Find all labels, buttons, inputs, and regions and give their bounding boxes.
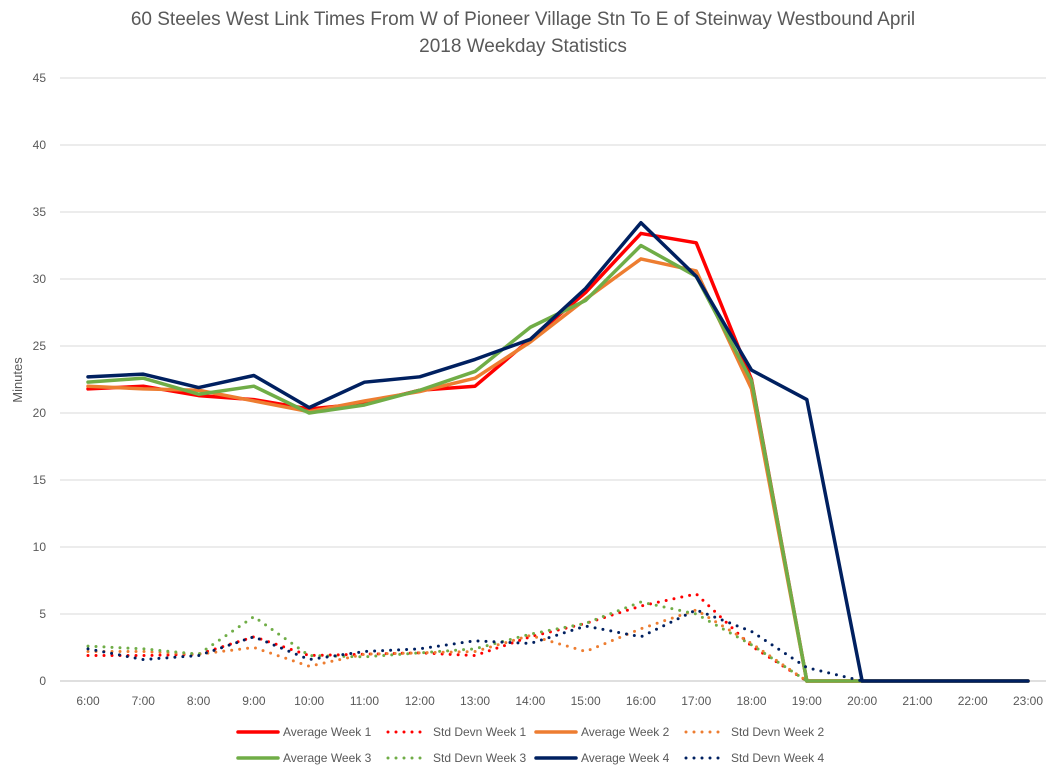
x-tick-label: 23:00 bbox=[1013, 694, 1043, 708]
x-tick-label: 12:00 bbox=[405, 694, 435, 708]
legend-label: Std Devn Week 4 bbox=[731, 751, 824, 765]
x-tick-label: 21:00 bbox=[902, 694, 932, 708]
chart-title-line2: 2018 Weekday Statistics bbox=[419, 36, 627, 57]
x-tick-label: 11:00 bbox=[350, 694, 379, 708]
x-tick-label: 10:00 bbox=[294, 694, 324, 708]
series-line-std-devn-week-3 bbox=[86, 600, 1030, 683]
y-tick-label: 0 bbox=[39, 674, 46, 688]
chart-title-line1: 60 Steeles West Link Times From W of Pio… bbox=[130, 9, 916, 30]
legend-label: Average Week 2 bbox=[581, 725, 670, 739]
legend-label: Average Week 4 bbox=[581, 751, 670, 765]
y-tick-label: 15 bbox=[33, 473, 47, 487]
x-tick-label: 13:00 bbox=[460, 694, 490, 708]
legend-label: Average Week 3 bbox=[283, 751, 372, 765]
x-tick-label: 14:00 bbox=[515, 694, 545, 708]
chart-title: 60 Steeles West Link Times From W of Pio… bbox=[0, 6, 1046, 60]
x-tick-label: 7:00 bbox=[132, 694, 156, 708]
x-tick-label: 18:00 bbox=[737, 694, 767, 708]
y-tick-label: 45 bbox=[33, 71, 47, 85]
x-tick-label: 15:00 bbox=[571, 694, 601, 708]
x-tick-label: 22:00 bbox=[958, 694, 988, 708]
y-axis-label: Minutes bbox=[10, 357, 25, 403]
x-tick-label: 9:00 bbox=[242, 694, 266, 708]
series-line-std-devn-week-1 bbox=[86, 592, 1030, 683]
legend-label: Std Devn Week 3 bbox=[433, 751, 526, 765]
y-tick-label: 5 bbox=[39, 607, 46, 621]
legend-label: Std Devn Week 2 bbox=[731, 725, 824, 739]
x-tick-label: 6:00 bbox=[76, 694, 100, 708]
x-tick-label: 20:00 bbox=[847, 694, 877, 708]
legend-label: Std Devn Week 1 bbox=[433, 725, 526, 739]
x-tick-label: 8:00 bbox=[187, 694, 211, 708]
series-line-average-week-4 bbox=[86, 220, 1030, 683]
y-tick-label: 25 bbox=[33, 339, 47, 353]
legend-label: Average Week 1 bbox=[283, 725, 372, 739]
y-tick-label: 20 bbox=[33, 406, 47, 420]
y-tick-label: 10 bbox=[33, 540, 47, 554]
y-tick-label: 30 bbox=[33, 272, 47, 286]
series-line-average-week-2 bbox=[86, 257, 1030, 683]
y-tick-label: 35 bbox=[33, 205, 47, 219]
y-tick-label: 40 bbox=[33, 138, 47, 152]
x-tick-label: 16:00 bbox=[626, 694, 656, 708]
x-tick-label: 19:00 bbox=[792, 694, 822, 708]
x-tick-label: 17:00 bbox=[681, 694, 711, 708]
series-line-average-week-3 bbox=[86, 243, 1030, 683]
series-line-std-devn-week-4 bbox=[86, 608, 1030, 683]
